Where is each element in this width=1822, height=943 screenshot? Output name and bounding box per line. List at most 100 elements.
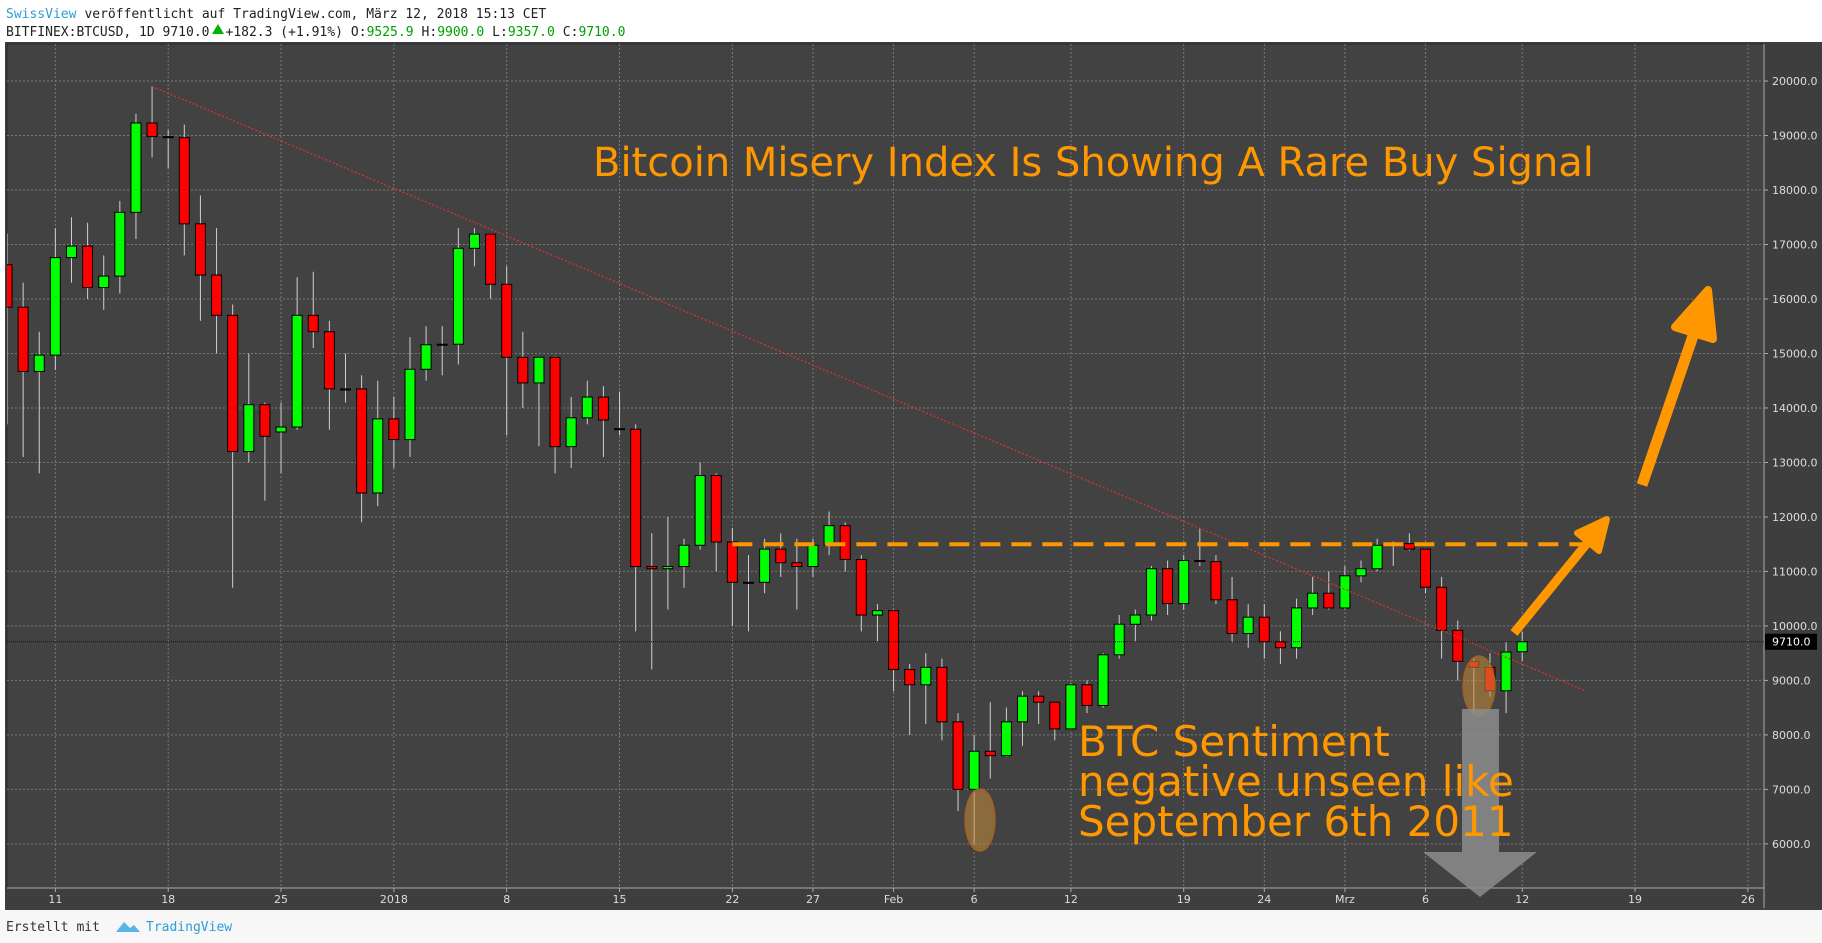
x-tick-label: 26 bbox=[1741, 893, 1755, 906]
candle-body bbox=[1097, 654, 1109, 706]
candle-body bbox=[452, 247, 464, 345]
highlight-ellipse bbox=[964, 788, 996, 852]
candle-body bbox=[888, 610, 900, 671]
candle-body bbox=[630, 428, 642, 568]
candle-body bbox=[33, 354, 45, 372]
candle-body bbox=[871, 610, 883, 616]
x-tick-label: 12 bbox=[1064, 893, 1078, 906]
candle-body bbox=[1307, 592, 1319, 609]
candle-body bbox=[904, 669, 916, 686]
candle-body bbox=[1452, 629, 1464, 662]
ohlc-label: H: bbox=[422, 25, 438, 40]
up-arrow-head bbox=[1574, 516, 1610, 554]
candle-body bbox=[194, 223, 206, 276]
candle-body bbox=[356, 388, 368, 494]
candle-body bbox=[775, 548, 787, 564]
candle-body bbox=[807, 544, 819, 568]
candle-body bbox=[1339, 575, 1351, 609]
candle-body bbox=[1403, 543, 1415, 550]
candle-body bbox=[791, 562, 803, 568]
candle-body bbox=[1323, 592, 1335, 609]
candle-body bbox=[49, 257, 61, 356]
ohlc: O:9525.9 H:9900.0 L:9357.0 C:9710.0 bbox=[351, 25, 626, 40]
x-tick-label: 11 bbox=[48, 893, 62, 906]
candle-body bbox=[82, 245, 94, 289]
candle-body bbox=[1194, 560, 1206, 563]
up-arrow-shaft bbox=[1636, 331, 1700, 487]
candle-body bbox=[662, 566, 674, 570]
candle-body bbox=[678, 544, 690, 568]
candle-body bbox=[1436, 586, 1448, 631]
candle-body bbox=[307, 314, 319, 333]
candle-body bbox=[742, 581, 754, 584]
y-tick-label: 10000.0 bbox=[1772, 620, 1818, 633]
candle-body bbox=[1000, 721, 1012, 757]
candle-body bbox=[1145, 568, 1157, 616]
candle-body bbox=[485, 233, 497, 285]
y-tick-label: 17000.0 bbox=[1772, 239, 1818, 252]
candle-body bbox=[1113, 623, 1125, 656]
x-tick-label: 12 bbox=[1515, 893, 1529, 906]
y-tick-label: 11000.0 bbox=[1772, 565, 1818, 578]
candle-body bbox=[1500, 651, 1512, 692]
candle-body bbox=[340, 388, 352, 391]
ohlc-label: L: bbox=[492, 25, 508, 40]
y-tick-label: 9000.0 bbox=[1772, 674, 1811, 687]
candle-body bbox=[1419, 548, 1431, 588]
y-tick-label: 6000.0 bbox=[1772, 838, 1811, 851]
drawings bbox=[7, 85, 1764, 692]
highlight-ellipse bbox=[1462, 655, 1496, 717]
y-tick-label: 7000.0 bbox=[1772, 783, 1811, 796]
y-tick-label: 20000.0 bbox=[1772, 75, 1818, 88]
candle-body bbox=[227, 314, 239, 453]
y-tick-label: 8000.0 bbox=[1772, 729, 1811, 742]
candle-body bbox=[614, 428, 626, 431]
candle-body bbox=[1242, 616, 1254, 635]
annotation-line: BTC Sentiment bbox=[1078, 717, 1390, 766]
annotation-line: September 6th 2011 bbox=[1078, 797, 1514, 846]
candle-body bbox=[581, 396, 593, 419]
candle-body bbox=[501, 283, 513, 358]
candle-body bbox=[726, 541, 738, 583]
candle-body bbox=[855, 558, 867, 616]
x-tick-label: 6 bbox=[971, 893, 978, 906]
candle-body bbox=[1162, 568, 1174, 605]
candle-body bbox=[1371, 544, 1383, 570]
candle-body bbox=[291, 314, 303, 428]
candle-body bbox=[549, 356, 561, 448]
y-tick-label: 14000.0 bbox=[1772, 402, 1818, 415]
published: veröffentlicht auf TradingView.com, März… bbox=[84, 7, 546, 22]
candle-body bbox=[1210, 561, 1222, 601]
change: +182.3 (+1.91%) bbox=[226, 25, 343, 40]
ohlc-value: 9525.9 bbox=[367, 25, 414, 40]
candle-body bbox=[710, 475, 722, 543]
x-tick-label: 2018 bbox=[380, 893, 408, 906]
author: SwissView bbox=[6, 7, 77, 22]
candle-body bbox=[1017, 695, 1029, 723]
candle-body bbox=[162, 136, 174, 139]
chart-title: Bitcoin Misery Index Is Showing A Rare B… bbox=[593, 140, 1594, 186]
candle-body bbox=[259, 404, 271, 437]
x-tick-label: 18 bbox=[161, 893, 175, 906]
up-triangle bbox=[212, 24, 224, 34]
annotation-shapes bbox=[964, 286, 1717, 897]
x-tick-label: 8 bbox=[503, 893, 510, 906]
candle-body bbox=[646, 566, 658, 570]
tv-logo[interactable] bbox=[116, 922, 140, 932]
candle-body bbox=[1049, 701, 1061, 730]
candle-body bbox=[597, 396, 609, 421]
candle-body bbox=[323, 331, 335, 390]
candle-body bbox=[404, 368, 416, 441]
y-tick-label: 16000.0 bbox=[1772, 293, 1818, 306]
candle-body bbox=[275, 426, 287, 433]
candle-body bbox=[114, 211, 126, 277]
x-tick-label: 25 bbox=[274, 893, 288, 906]
candle-body bbox=[759, 548, 771, 583]
annotation-line: negative unseen like bbox=[1078, 757, 1514, 806]
down-arrow bbox=[1423, 709, 1537, 897]
footer-brand[interactable]: TradingView bbox=[146, 920, 232, 935]
y-tick-label: 19000.0 bbox=[1772, 130, 1818, 143]
candle-body bbox=[372, 418, 384, 494]
